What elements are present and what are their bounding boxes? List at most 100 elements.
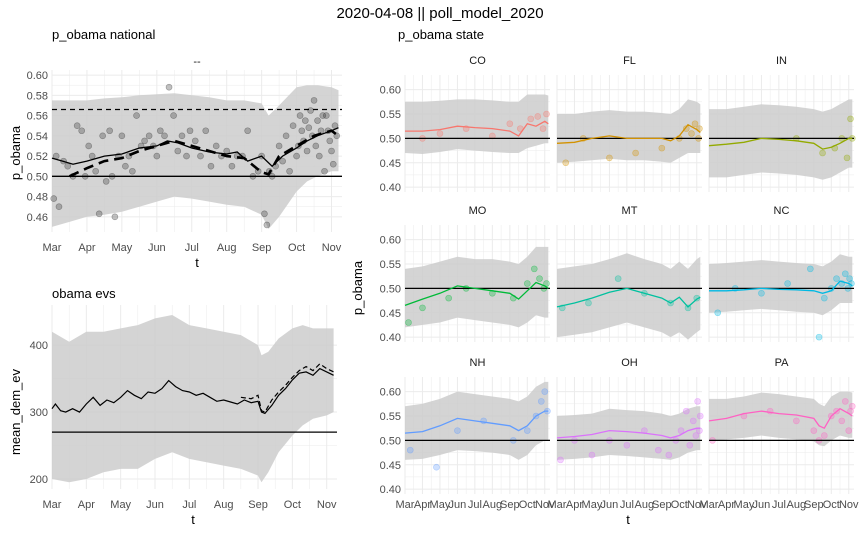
national-strip-label: -- [193,56,201,68]
state-y-axis-label: p_obama [350,260,365,315]
state-x-tick-label: Mar [396,499,415,511]
national-poll-point [122,162,129,170]
national-x-tick-label: Nov [322,242,342,254]
state-series-line [405,120,549,137]
state-x-tick-label: Jun [753,499,771,511]
state-x-tick-label: Jul [620,499,634,511]
national-poll-point [161,132,168,140]
state-poll-point [406,446,414,454]
state-poll-point [677,427,685,434]
state-poll-point [632,149,639,157]
state-poll-point [815,333,823,341]
evs-y-tick-label: 300 [30,407,48,419]
state-y-tick-label: 0.40 [380,332,401,344]
national-poll-point [322,112,330,119]
evs-x-tick-label: Apr [78,499,95,511]
evs-panel: obama evs t mean_dem_ev 200 300 400 Mar Apr M… [8,286,337,527]
state-poll-point [692,432,700,439]
state-poll-point [848,402,856,410]
national-poll-point [106,127,113,135]
state-x-tick-label: Jun [601,499,619,511]
national-poll-point [202,127,210,135]
national-poll-point [197,152,204,160]
state-poll-point [445,294,452,302]
national-poll-point [99,132,106,140]
state-y-tick-label: 0.55 [380,109,401,121]
state-poll-point [841,270,849,278]
state-y-tick-label: 0.55 [380,411,401,423]
national-poll-point [326,137,334,145]
state-poll-point [433,463,440,471]
state-strip-label: NC [774,205,790,217]
national-x-axis-label: t [195,255,199,270]
national-poll-point [296,112,304,119]
state-poll-point [523,427,531,434]
national-poll-point [118,132,126,140]
evs-dashed-series-line [240,363,334,413]
state-poll-point [534,113,542,120]
state-panel-co: CO 0.40 0.45 0.50 0.55 0.60 [380,55,550,194]
national-poll-point [88,152,96,160]
evs-uncertainty-ribbon [52,315,334,483]
national-poll-point [302,117,309,124]
national-dashed-series-line [68,129,340,178]
state-x-tick-label: Aug [635,499,655,511]
state-uncertainty-ribbon [709,254,853,316]
national-poll-point [228,162,236,170]
national-poll-point [275,142,283,150]
state-y-tick-label: 0.60 [380,85,401,97]
national-x-tick-label: Aug [217,242,237,254]
state-y-tick-label: 0.40 [380,182,401,194]
national-x-tick-label: Sep [252,242,272,254]
state-poll-point [758,289,765,297]
national-uncertainty-ribbon [52,85,339,229]
national-poll-point [212,142,220,150]
state-poll-point [843,154,851,162]
national-poll-point [310,97,318,104]
national-poll-point [328,147,335,155]
state-x-tick-label: May [734,499,755,511]
state-x-tick-label: Apr [566,499,583,511]
state-strip-label: MT [622,205,638,217]
state-y-tick-label: 0.60 [380,387,401,399]
state-x-tick-label: Sep [652,499,672,511]
state-poll-point [810,427,818,434]
national-y-tick-label: 0.58 [27,90,48,102]
state-poll-point [821,294,828,302]
national-x-tick-label: Jul [185,242,199,254]
national-poll-point [95,210,103,218]
state-poll-point [665,451,673,459]
state-poll-point [682,125,690,132]
national-poll-point [282,132,290,140]
state-poll-point [819,149,826,157]
state-panel-mo: MO 0.40 0.45 0.50 0.55 0.60 [380,205,550,344]
state-series-line [556,123,701,144]
state-strip-label: CO [469,55,486,67]
national-x-tick-label: Apr [78,242,95,254]
state-panel-in: IN [708,55,856,192]
national-poll-point [321,167,328,175]
evs-x-tick-label: May [110,499,131,511]
national-poll-point [92,167,99,175]
state-x-tick-label: Aug [787,499,807,511]
national-poll-point [319,112,327,119]
state-poll-point [543,110,550,118]
national-poll-point [303,147,311,155]
national-y-tick-label: 0.48 [27,192,48,204]
state-x-tick-label: Sep [804,499,824,511]
national-poll-point [102,178,110,185]
state-poll-point [845,427,853,434]
national-poll-point [261,210,268,218]
state-y-tick-label: 0.50 [380,133,401,145]
national-poll-point [50,195,58,202]
state-poll-point [688,130,695,137]
national-poll-point [298,127,306,135]
national-poll-point [186,127,194,135]
national-poll-point [293,152,300,160]
state-poll-point [655,446,662,454]
state-series-line [708,407,853,430]
state-grid-title: p_obama state [398,27,484,42]
